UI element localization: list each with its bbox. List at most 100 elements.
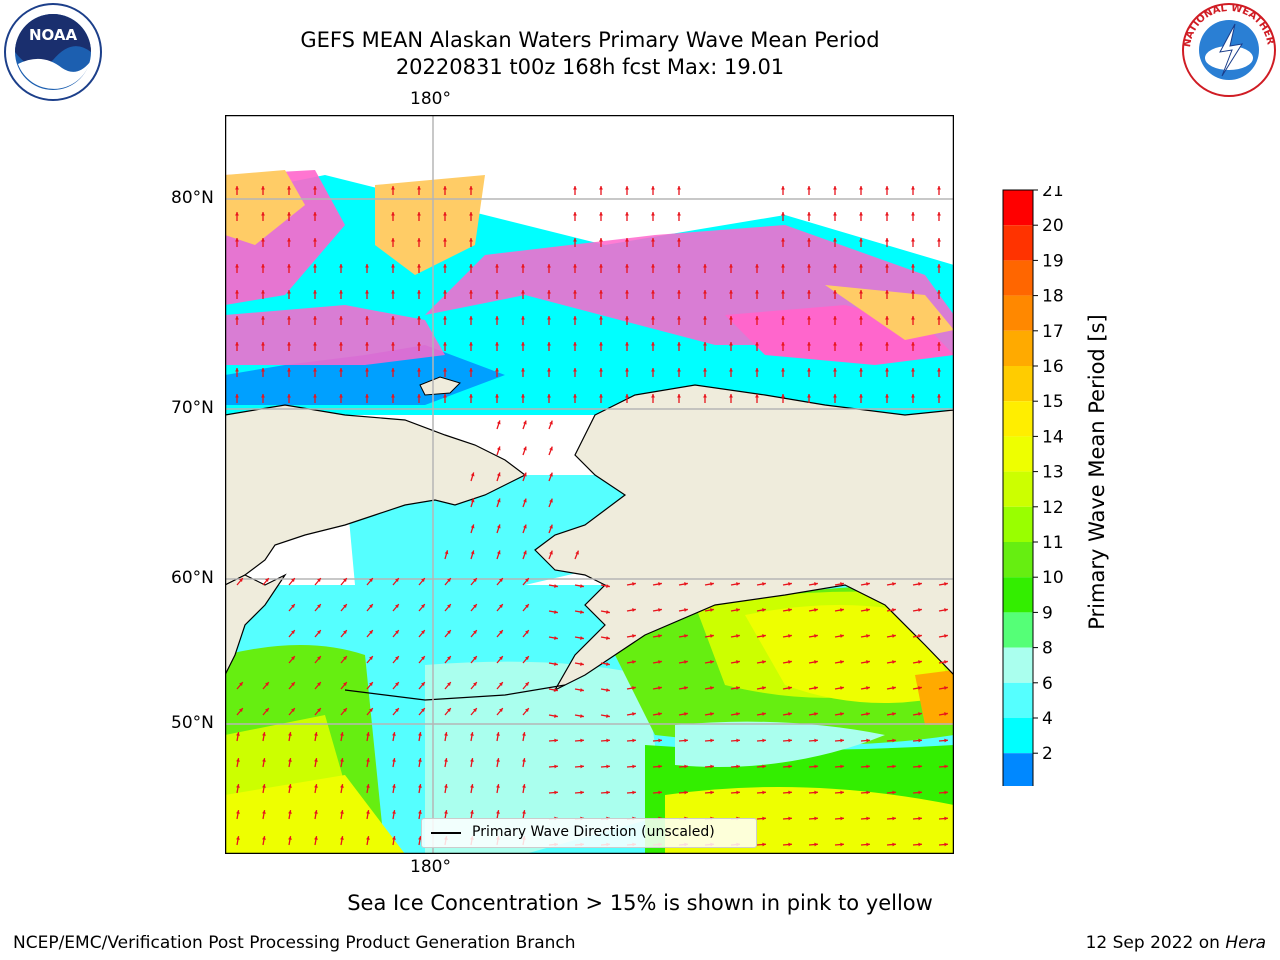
wave-arrow-head	[549, 420, 553, 425]
wave-arrow-head	[469, 316, 473, 320]
wave-arrow-head	[580, 662, 584, 666]
wave-arrow-head	[606, 636, 610, 640]
wave-arrow-head	[625, 238, 629, 242]
wave-arrow-head	[495, 264, 499, 268]
colorbar-cell	[1003, 436, 1033, 472]
wave-arrow-head	[677, 290, 681, 294]
wave-arrow-head	[291, 682, 295, 687]
wave-arrow-head	[729, 316, 733, 320]
wave-arrow-head	[469, 394, 473, 398]
colorbar-cell	[1003, 471, 1033, 507]
wave-arrow-head	[499, 708, 503, 713]
wave-arrow-head	[521, 368, 525, 372]
wave-arrow-head	[840, 634, 844, 638]
map-legend: Primary Wave Direction (unscaled)	[421, 818, 757, 848]
wave-arrow-head	[239, 708, 243, 713]
wave-arrow-head	[833, 186, 837, 190]
wave-arrow-head	[525, 630, 529, 635]
lon-label-bottom: 180°	[410, 857, 451, 877]
wave-arrow-head	[366, 784, 370, 788]
wave-arrow-head	[866, 686, 870, 690]
wave-arrow-head	[521, 394, 525, 398]
wave-arrow-head	[496, 758, 500, 762]
wave-arrow-head	[658, 660, 662, 664]
wave-arrow-head	[391, 342, 395, 346]
wave-arrow-head	[807, 264, 811, 268]
aleutian-islands	[344, 684, 566, 701]
wave-arrow-head	[762, 790, 766, 795]
wave-arrow-head	[736, 634, 740, 638]
wave-arrow-head	[788, 582, 792, 586]
wave-arrow-head	[599, 290, 603, 294]
wave-arrow-head	[651, 290, 655, 294]
wave-arrow-head	[937, 316, 941, 320]
wave-arrow-head	[814, 686, 818, 690]
wave-arrow-head	[444, 732, 448, 736]
ocean-band-orange	[915, 670, 954, 725]
wave-arrow-head	[521, 264, 525, 268]
wave-arrow-head	[788, 608, 792, 612]
wave-arrow-head	[911, 264, 915, 268]
wave-arrow-head	[892, 790, 896, 795]
wave-arrow-head	[703, 316, 707, 320]
wave-arrow-head	[762, 712, 766, 716]
wave-arrow-head	[573, 316, 577, 320]
colorbar-cell	[1003, 366, 1033, 402]
wave-arrow-head	[625, 212, 629, 216]
legend-line	[431, 832, 461, 834]
wave-arrow-head	[369, 656, 373, 661]
wave-arrow-head	[677, 186, 681, 190]
wave-arrow-head	[677, 264, 681, 268]
wave-arrow-head	[525, 682, 529, 687]
wave-arrow-head	[788, 764, 792, 769]
wave-arrow-head	[814, 816, 818, 821]
colorbar-tick-label: 10	[1042, 568, 1064, 588]
wave-arrow-head	[417, 316, 421, 320]
wave-arrow-head	[866, 712, 870, 716]
wave-arrow-head	[549, 472, 553, 477]
wave-arrow-head	[833, 212, 837, 216]
wave-arrow-head	[658, 634, 662, 638]
wave-arrow-head	[599, 264, 603, 268]
wave-arrow-head	[918, 790, 922, 795]
wave-arrow-head	[573, 394, 577, 398]
wave-arrow-head	[496, 810, 500, 814]
wave-arrow-head	[651, 264, 655, 268]
wave-arrow-head	[236, 758, 240, 762]
wave-arrow-head	[521, 290, 525, 294]
wave-arrow-head	[814, 712, 818, 716]
wave-arrow-head	[473, 604, 477, 609]
wave-arrow-head	[736, 738, 740, 743]
wave-arrow-head	[736, 712, 740, 716]
wave-arrow-head	[317, 656, 321, 661]
wave-arrow-head	[736, 686, 740, 690]
ice-edge-southwest	[225, 305, 445, 365]
wave-arrow-head	[261, 264, 265, 268]
wave-arrow-head	[525, 578, 529, 583]
wave-arrow-head	[788, 816, 792, 821]
wave-arrow-head	[840, 608, 844, 612]
wave-arrow-head	[495, 290, 499, 294]
wave-arrow-head	[447, 604, 451, 609]
wave-arrow-head	[937, 238, 941, 242]
wave-period-map	[225, 115, 954, 854]
wave-arrow-head	[762, 582, 766, 586]
wave-arrow-head	[755, 290, 759, 294]
wave-arrow-head	[911, 368, 915, 372]
wave-arrow-head	[632, 686, 636, 690]
wave-arrow-head	[736, 582, 740, 586]
wave-arrow-head	[391, 290, 395, 294]
wave-arrow-head	[447, 682, 451, 687]
wave-arrow-head	[236, 784, 240, 788]
wave-arrow-head	[573, 212, 577, 216]
wave-arrow-head	[892, 634, 896, 638]
wave-arrow-head	[499, 604, 503, 609]
wave-arrow-head	[470, 758, 474, 762]
wave-arrow-head	[729, 342, 733, 346]
wave-arrow-head	[736, 660, 740, 664]
wave-arrow-head	[918, 634, 922, 638]
wave-arrow-head	[470, 550, 475, 555]
wave-arrow-head	[710, 790, 714, 795]
wave-arrow-head	[937, 264, 941, 268]
wave-arrow-head	[729, 290, 733, 294]
